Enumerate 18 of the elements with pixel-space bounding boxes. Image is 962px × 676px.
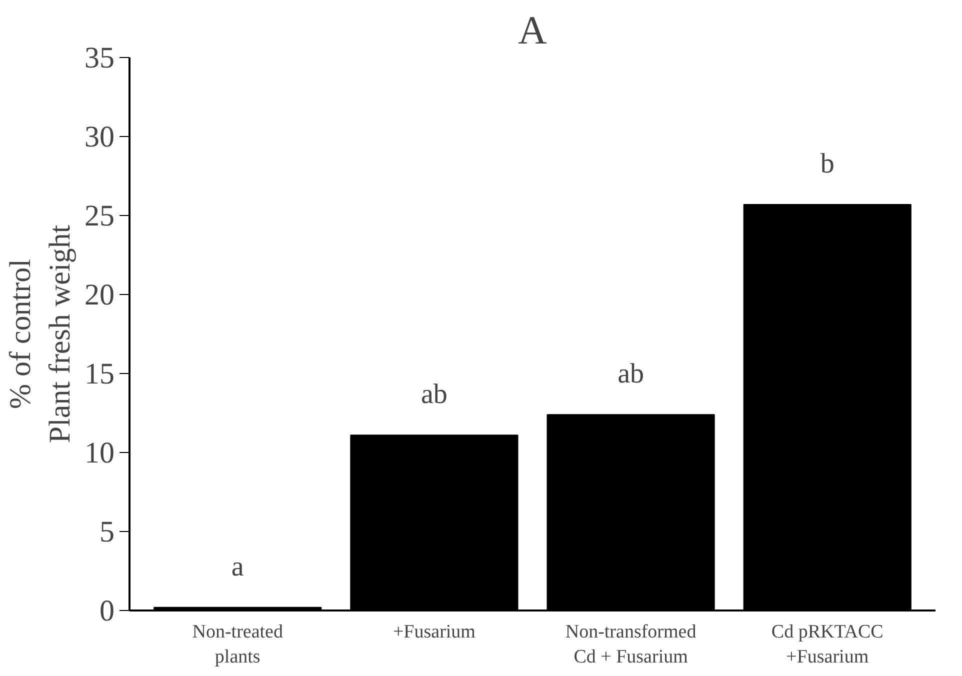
- chart-title: A: [518, 8, 548, 52]
- y-tick-label: 15: [84, 358, 114, 390]
- y-axis-title: % of control Plant fresh weight: [4, 224, 76, 444]
- y-tick-label: 5: [100, 516, 114, 548]
- x-tick-label: +Fusarium: [392, 622, 476, 642]
- annotation: ab: [618, 358, 644, 390]
- annotation: b: [820, 148, 834, 180]
- annotation: ab: [420, 379, 448, 410]
- y-tick-label: 30: [84, 120, 114, 154]
- y-tick-label: 0: [100, 594, 114, 628]
- x-tick-label: Non-transformed Cd + Fusarium: [565, 622, 697, 668]
- y-tick-label: 20: [84, 278, 114, 312]
- y-tick-label: 10: [84, 436, 114, 470]
- x-tick-label: Non-treated plants: [192, 622, 284, 668]
- annotation: a: [231, 551, 244, 582]
- y-tick-label: 25: [84, 200, 114, 232]
- x-tick-label: Cd pRKTACC +Fusarium: [771, 622, 884, 668]
- y-tick-label: 35: [84, 42, 114, 74]
